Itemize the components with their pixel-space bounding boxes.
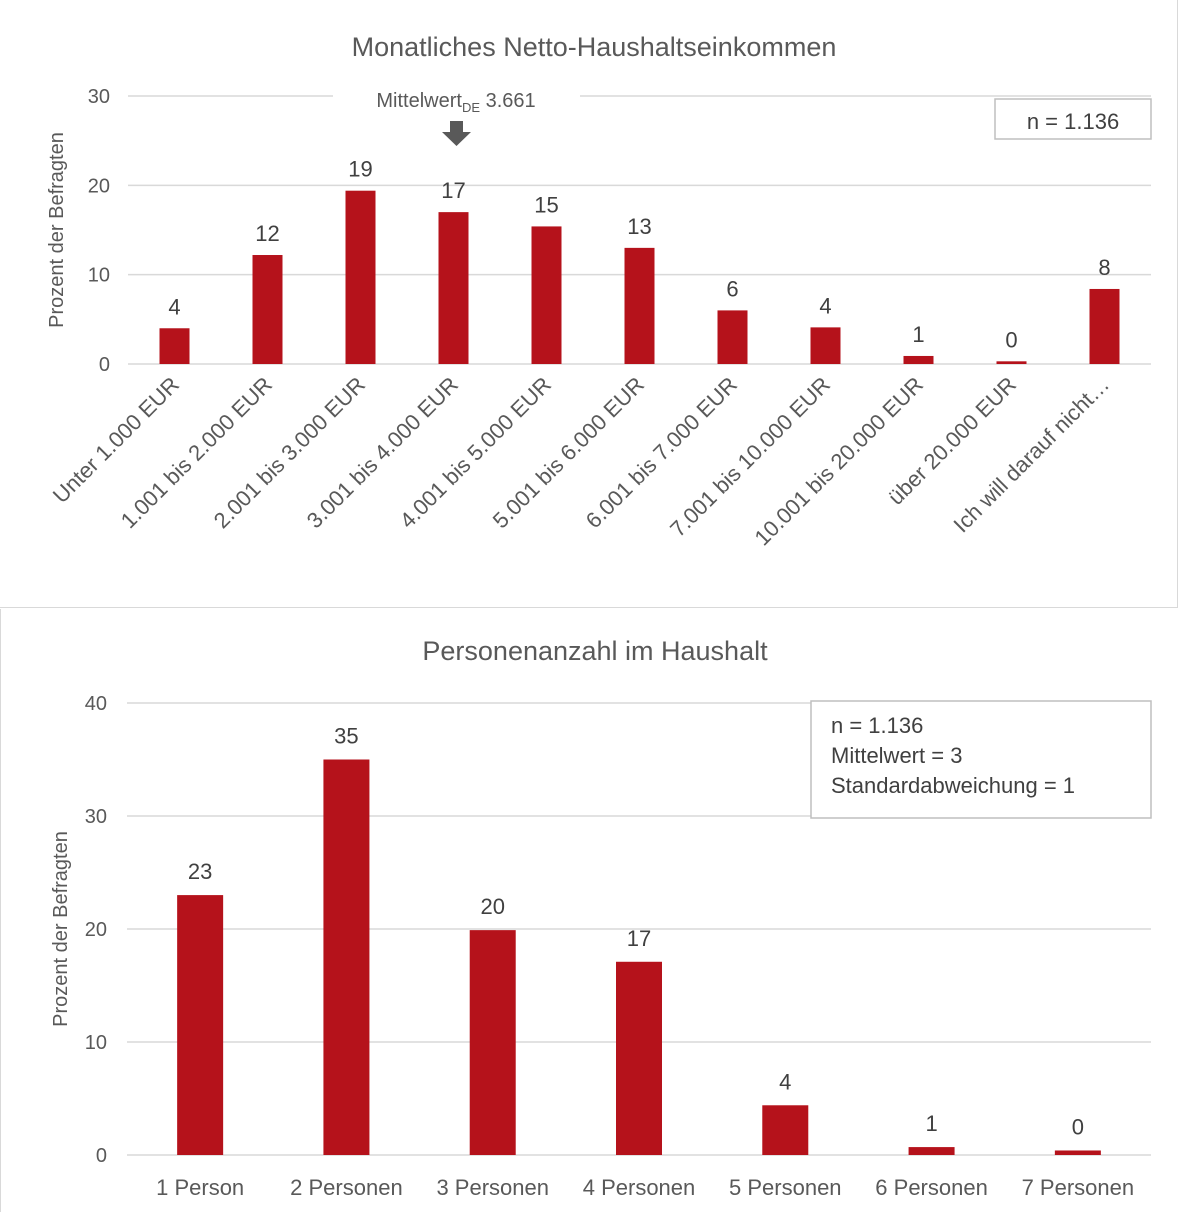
x-tick-label: 1 Person bbox=[156, 1175, 244, 1200]
bar bbox=[1054, 1150, 1101, 1155]
y-tick-label: 10 bbox=[88, 265, 110, 287]
x-tick-label: 1.001 bis 2.000 EUR bbox=[116, 372, 277, 533]
x-tick-label: 10.001 bis 20.000 EUR bbox=[749, 372, 928, 551]
data-label: 6 bbox=[726, 276, 738, 301]
bar bbox=[345, 190, 376, 364]
data-label: 17 bbox=[627, 926, 651, 951]
info-box bbox=[994, 98, 1152, 140]
data-label: 12 bbox=[255, 221, 279, 246]
data-label: 17 bbox=[441, 178, 465, 203]
x-tick-label: 5 Personen bbox=[729, 1175, 842, 1200]
y-tick-label: 30 bbox=[85, 806, 107, 828]
y-tick-label: 40 bbox=[85, 693, 107, 715]
income-chart: Monatliches Netto-Haushaltseinkommen Proz… bbox=[46, 32, 1152, 551]
data-label: 0 bbox=[1072, 1114, 1084, 1139]
bar bbox=[469, 930, 516, 1155]
bar bbox=[624, 247, 655, 364]
y-axis-label: Prozent der Befragten bbox=[50, 831, 72, 1027]
data-label: 4 bbox=[779, 1069, 791, 1094]
data-label: 15 bbox=[534, 192, 558, 217]
data-label: 23 bbox=[188, 859, 212, 884]
bar bbox=[177, 895, 224, 1155]
data-label: 4 bbox=[819, 293, 831, 318]
x-tick-label: 2.001 bis 3.000 EUR bbox=[209, 372, 370, 533]
data-label: 0 bbox=[1005, 327, 1017, 352]
household-size-chart: Personenanzahl im Haushalt Prozent der Be… bbox=[50, 636, 1152, 1200]
x-tick-label: 7 Personen bbox=[1022, 1175, 1135, 1200]
down-arrow-icon bbox=[442, 121, 471, 146]
x-tick-label: 3 Personen bbox=[436, 1175, 549, 1200]
data-label: 1 bbox=[912, 322, 924, 347]
data-label: 20 bbox=[480, 894, 504, 919]
y-tick-label: 10 bbox=[85, 1032, 107, 1054]
x-tick-label: 4.001 bis 5.000 EUR bbox=[395, 372, 556, 533]
x-tick-label: 2 Personen bbox=[290, 1175, 403, 1200]
x-tick-label: 3.001 bis 4.000 EUR bbox=[302, 372, 463, 533]
y-tick-label: 0 bbox=[99, 354, 110, 376]
bar bbox=[717, 310, 748, 364]
bar bbox=[810, 327, 841, 364]
bar bbox=[323, 759, 370, 1155]
info-box-line: n = 1.136 bbox=[831, 713, 923, 738]
data-label: 13 bbox=[627, 214, 651, 239]
bar bbox=[762, 1105, 809, 1155]
info-box-line: Mittelwert = 3 bbox=[831, 743, 962, 768]
data-label: 4 bbox=[168, 294, 180, 319]
y-tick-label: 20 bbox=[88, 175, 110, 197]
info-box-line: n = 1.136 bbox=[1027, 109, 1119, 134]
x-tick-label: 7.001 bis 10.000 EUR bbox=[665, 372, 835, 542]
bar bbox=[616, 961, 662, 1155]
data-label: 19 bbox=[348, 157, 372, 182]
income-chart-panel: Monatliches Netto-Haushaltseinkommen Proz… bbox=[0, 0, 1178, 608]
bar bbox=[159, 328, 190, 364]
bar bbox=[531, 226, 562, 364]
bar bbox=[1089, 288, 1120, 364]
info-box-line: Standardabweichung = 1 bbox=[831, 773, 1075, 798]
x-tick-label: 5.001 bis 6.000 EUR bbox=[488, 372, 649, 533]
data-label: 35 bbox=[334, 724, 358, 749]
y-tick-label: 30 bbox=[88, 86, 110, 108]
y-axis-label: Prozent der Befragten bbox=[46, 132, 68, 328]
x-tick-label: 6.001 bis 7.000 EUR bbox=[581, 372, 742, 533]
bar bbox=[252, 255, 283, 364]
household-size-chart-panel: Personenanzahl im Haushalt Prozent der Be… bbox=[0, 609, 1178, 1212]
bar bbox=[908, 1147, 955, 1155]
x-tick-label: 6 Personen bbox=[875, 1175, 988, 1200]
data-label: 1 bbox=[925, 1111, 937, 1136]
x-tick-label: Ich will darauf nicht… bbox=[949, 372, 1115, 538]
y-tick-label: 0 bbox=[96, 1145, 107, 1167]
bar bbox=[438, 212, 469, 364]
chart-title: Personenanzahl im Haushalt bbox=[422, 636, 768, 666]
bar bbox=[903, 355, 934, 364]
data-label: 8 bbox=[1098, 255, 1110, 280]
bar bbox=[996, 361, 1027, 364]
chart-title: Monatliches Netto-Haushaltseinkommen bbox=[352, 32, 837, 62]
x-tick-label: 4 Personen bbox=[583, 1175, 696, 1200]
mean-annotation: MittelwertDE 3.661 bbox=[376, 90, 535, 115]
y-tick-label: 20 bbox=[85, 919, 107, 941]
info-box bbox=[810, 700, 1152, 819]
